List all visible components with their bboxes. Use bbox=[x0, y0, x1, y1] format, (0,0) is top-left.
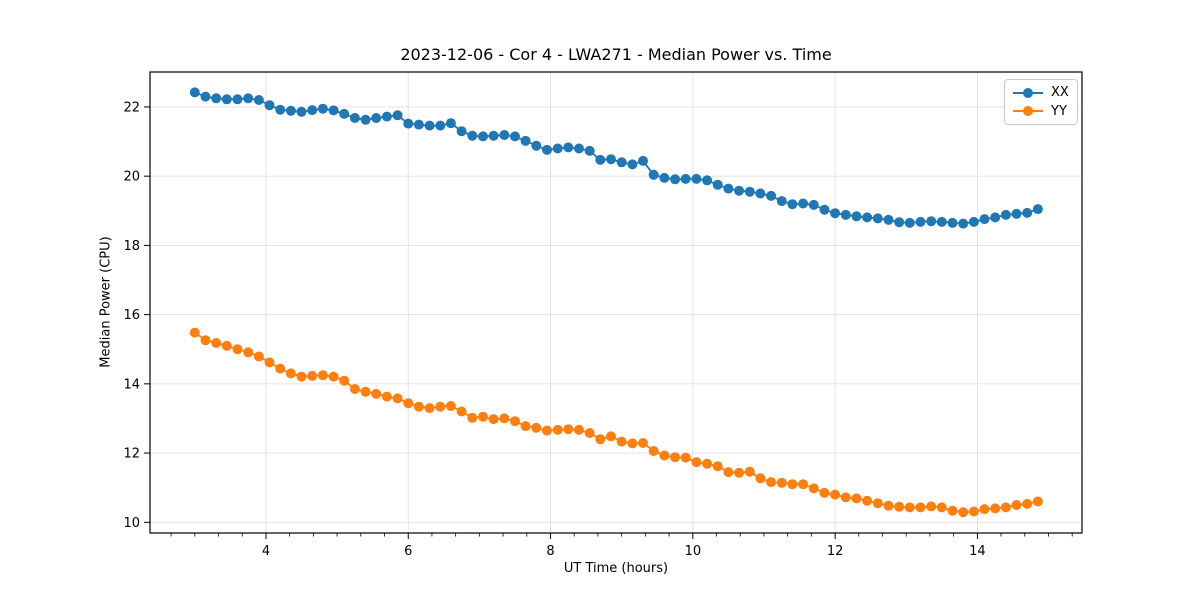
x-tick-label: 6 bbox=[404, 544, 412, 559]
series-YY-line bbox=[194, 331, 1039, 514]
legend-entry-xx: XX bbox=[1005, 84, 1077, 102]
y-tick-label: 14 bbox=[123, 377, 140, 392]
grid-lines bbox=[150, 72, 1082, 533]
series-YY-markers bbox=[189, 327, 1043, 518]
x-tick-label: 10 bbox=[685, 544, 702, 559]
y-tick-label: 10 bbox=[123, 516, 140, 531]
legend-label-xx: XX bbox=[1051, 85, 1069, 101]
legend-marker-yy-icon bbox=[1013, 106, 1043, 117]
x-axis-label: UT Time (hours) bbox=[563, 561, 669, 576]
legend-label-yy: YY bbox=[1051, 103, 1067, 119]
legend: XX YY bbox=[1004, 79, 1078, 125]
y-tick-label: 12 bbox=[123, 447, 140, 462]
x-tick-label: 14 bbox=[969, 544, 986, 559]
y-tick-label: 18 bbox=[123, 239, 140, 254]
series-XX-markers bbox=[189, 87, 1043, 229]
y-tick-label: 16 bbox=[123, 308, 140, 323]
y-tick-label: 22 bbox=[123, 100, 140, 115]
x-tick-label: 4 bbox=[262, 544, 270, 559]
x-axis-ticks: 4 6 8 10 12 14 bbox=[262, 533, 986, 559]
y-axis-ticks: 10 12 14 16 18 20 22 bbox=[123, 100, 150, 531]
legend-entry-yy: YY bbox=[1005, 102, 1077, 120]
y-tick-label: 20 bbox=[123, 170, 140, 185]
x-tick-label: 12 bbox=[827, 544, 844, 559]
x-tick-label: 8 bbox=[546, 544, 554, 559]
x-minor-ticks bbox=[170, 533, 1073, 537]
y-axis-label: Median Power (CPU) bbox=[98, 236, 114, 368]
plot-border bbox=[149, 71, 1083, 534]
chart-title: 2023-12-06 - Cor 4 - LWA271 - Median Pow… bbox=[400, 45, 832, 64]
legend-marker-xx-icon bbox=[1013, 87, 1043, 98]
